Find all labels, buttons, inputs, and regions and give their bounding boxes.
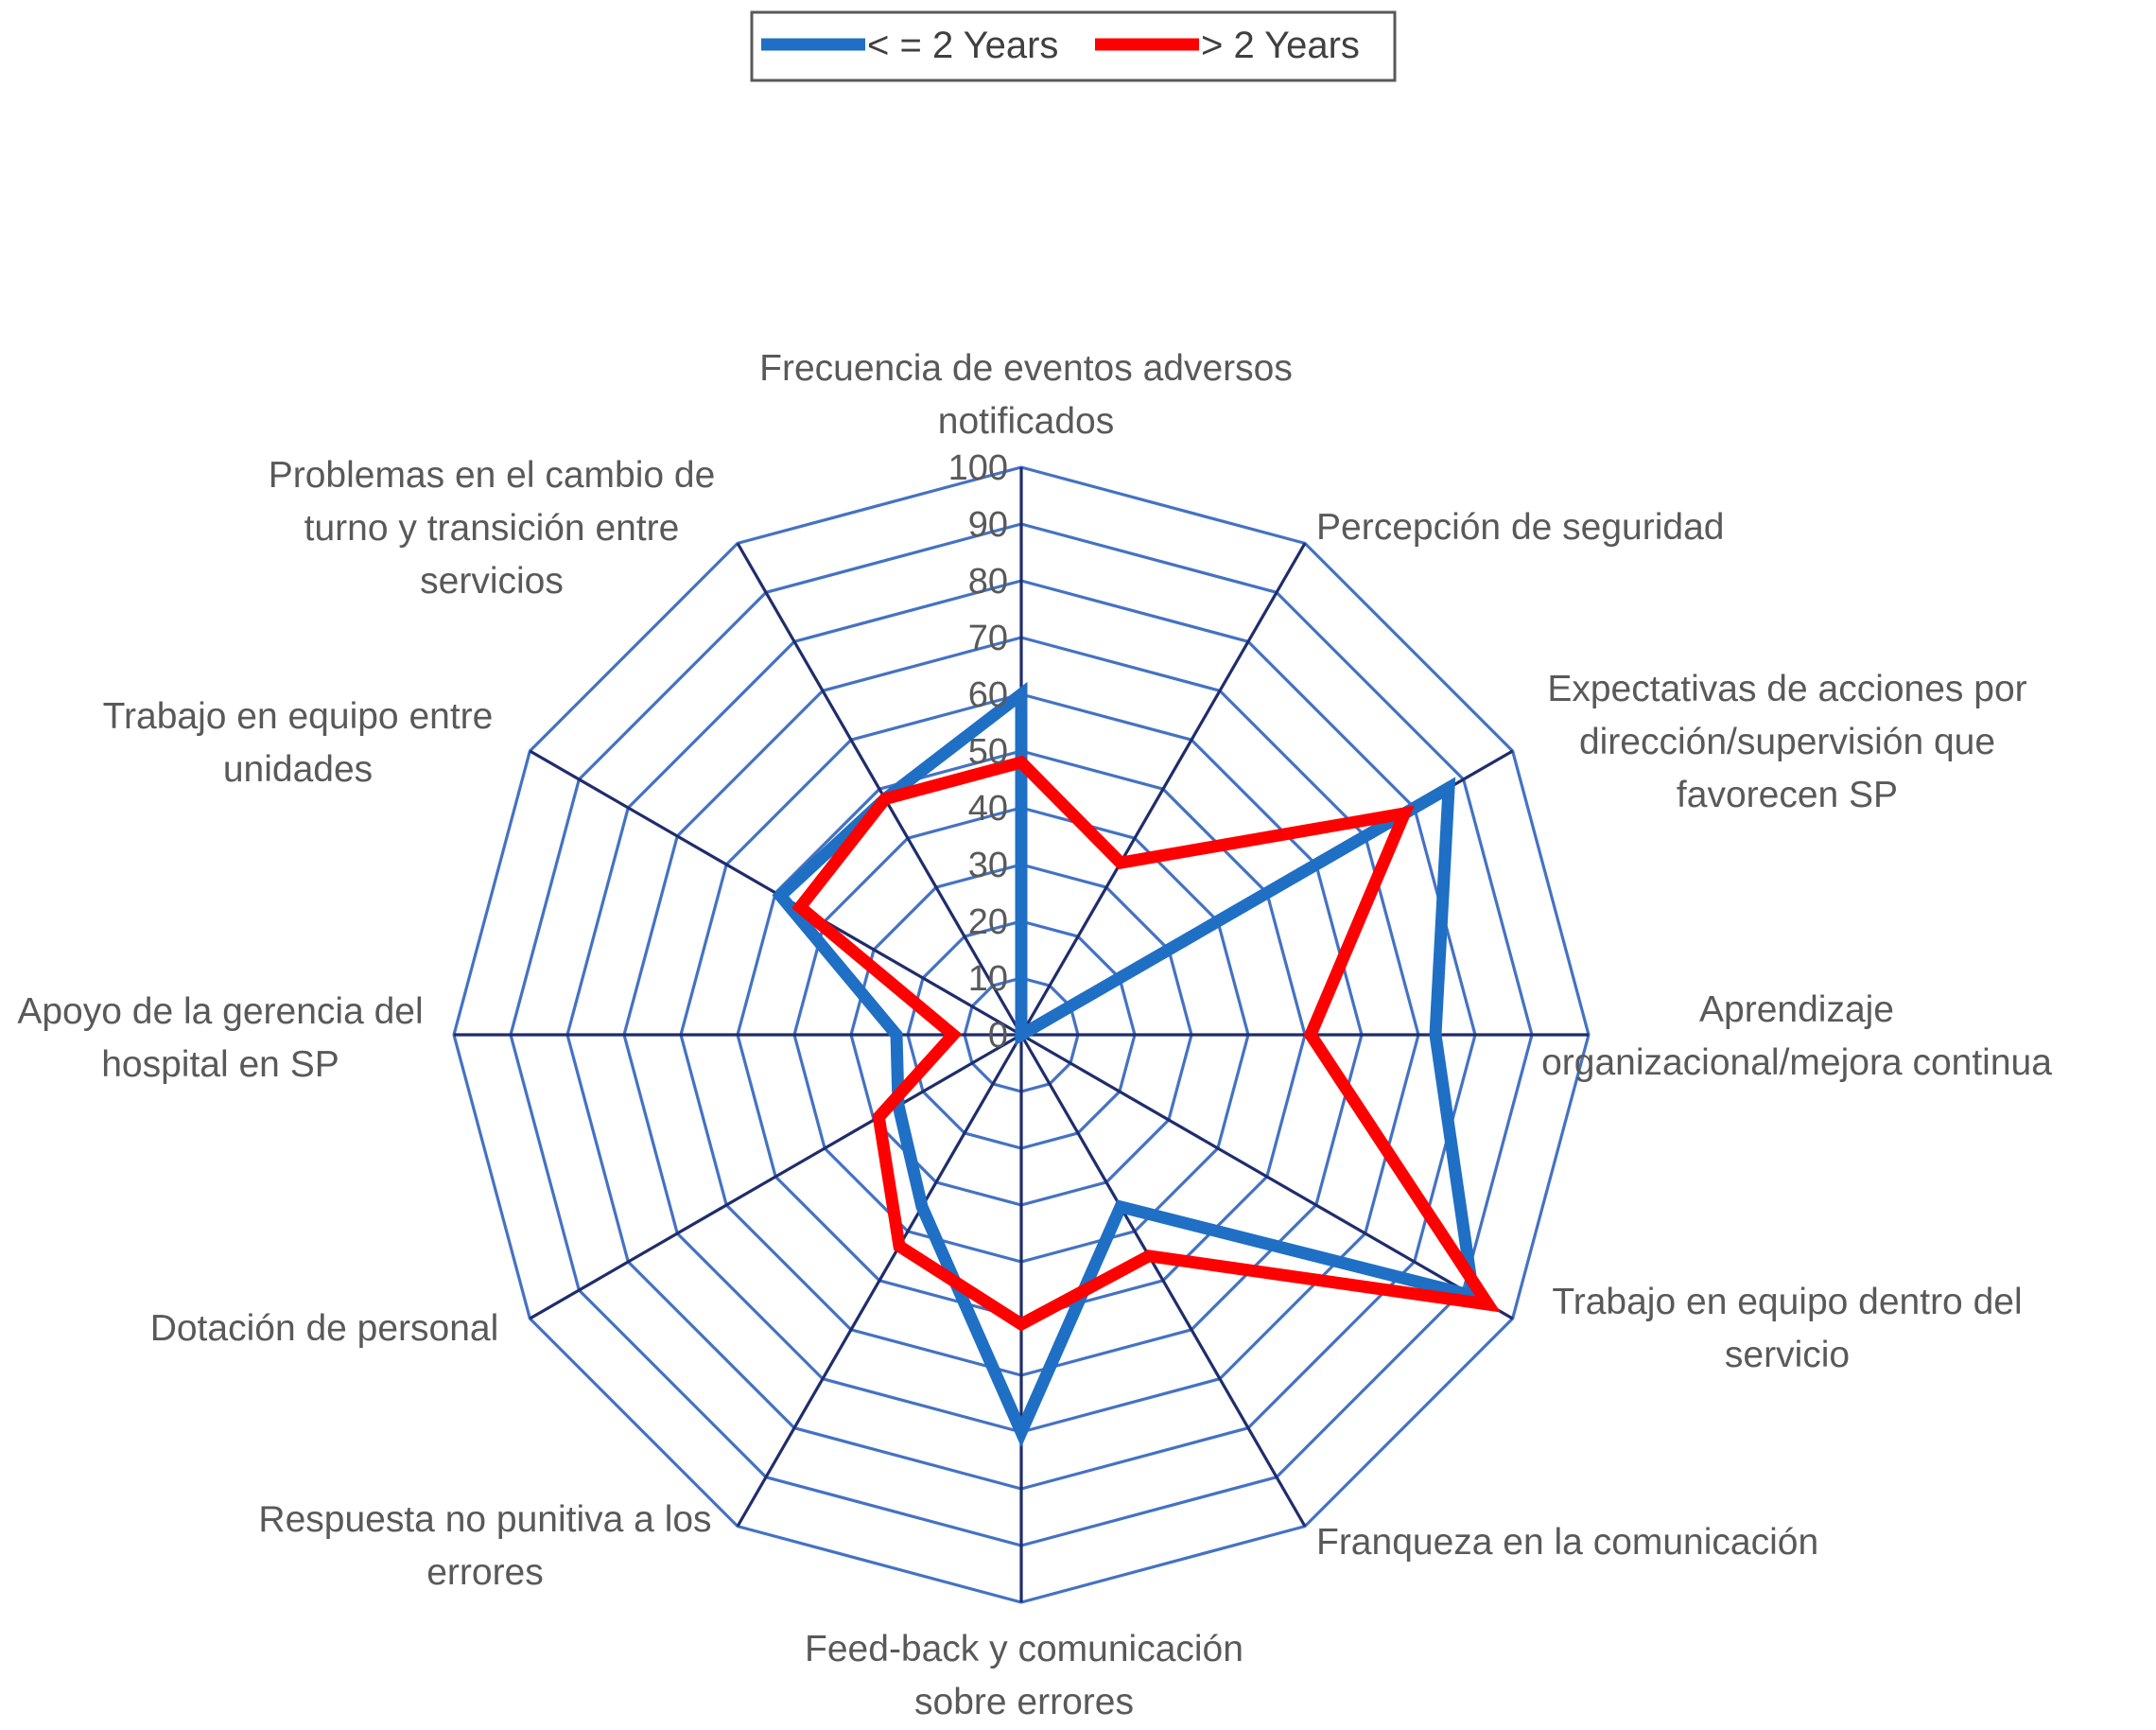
category-label-12-line-3: servicios [420, 561, 564, 602]
category-label-12-line-1: Problemas en el cambio de [269, 455, 716, 496]
tick-label-0: 0 [988, 1016, 1008, 1056]
series-line-1 [772, 681, 1481, 1448]
tick-label-50: 50 [968, 732, 1008, 772]
radar-series [772, 681, 1501, 1448]
radial-tick-labels: 0 10 20 30 40 50 60 70 80 90 100 [948, 448, 1008, 1056]
tick-label-70: 70 [968, 619, 1008, 658]
category-label-3-line-3: favorecen SP [1677, 775, 1898, 815]
tick-label-80: 80 [968, 562, 1008, 602]
category-label-5-line-1: Trabajo en equipo dentro del [1552, 1282, 2022, 1322]
category-label-1-line-2: notificados [938, 401, 1114, 442]
legend-label-series-1: < = 2 Years [867, 25, 1058, 66]
category-label-9-line-1: Dotación de personal [150, 1308, 499, 1349]
tick-label-100: 100 [948, 448, 1008, 488]
grid-spoke-12 [736, 542, 1023, 1036]
category-label-11-line-2: unidades [223, 749, 373, 790]
category-label-3-line-2: dirección/supervisión que [1579, 722, 1995, 762]
category-label-7-line-2: sobre errores [914, 1682, 1134, 1722]
tick-label-90: 90 [968, 505, 1008, 545]
legend: < = 2 Years > 2 Years [750, 10, 1397, 82]
category-label-4-line-2: organizacional/mejora continua [1541, 1042, 2052, 1083]
legend-label-series-2: > 2 Years [1201, 25, 1360, 66]
category-labels: Frecuencia de eventos adversos notificado… [17, 348, 2052, 1722]
category-label-4-line-1: Aprendizaje [1699, 989, 1894, 1030]
category-label-8-line-2: errores [426, 1552, 544, 1593]
category-label-10-line-1: Apoyo de la gerencia del [17, 991, 423, 1032]
tick-label-10: 10 [968, 959, 1008, 999]
grid-spoke-5 [1020, 1033, 1514, 1320]
category-label-11-line-1: Trabajo en equipo entre [103, 696, 494, 737]
category-label-3-line-1: Expectativas de acciones por [1547, 669, 2026, 709]
grid-spoke-2 [1019, 542, 1307, 1036]
category-label-7-line-1: Feed-back y comunicación [805, 1629, 1243, 1669]
tick-label-40: 40 [968, 789, 1008, 829]
tick-label-20: 20 [968, 902, 1008, 942]
grid-spoke-6 [1019, 1034, 1307, 1528]
tick-label-60: 60 [968, 675, 1008, 715]
tick-label-30: 30 [968, 846, 1008, 885]
category-label-6-line-1: Franqueza en la comunicación [1316, 1522, 1818, 1563]
category-label-2-line-1: Percepción de seguridad [1316, 507, 1724, 548]
category-label-5-line-2: servicio [1725, 1335, 1850, 1375]
grid-spoke-9 [529, 1033, 1022, 1320]
series-line-2 [791, 755, 1501, 1332]
category-label-10-line-2: hospital en SP [101, 1044, 339, 1085]
category-label-1-line-1: Frecuencia de eventos adversos [759, 348, 1293, 389]
grid-spoke-8 [736, 1034, 1023, 1528]
category-label-8-line-1: Respuesta no punitiva a los [258, 1499, 711, 1540]
category-label-12-line-2: turno y transición entre [304, 508, 680, 549]
